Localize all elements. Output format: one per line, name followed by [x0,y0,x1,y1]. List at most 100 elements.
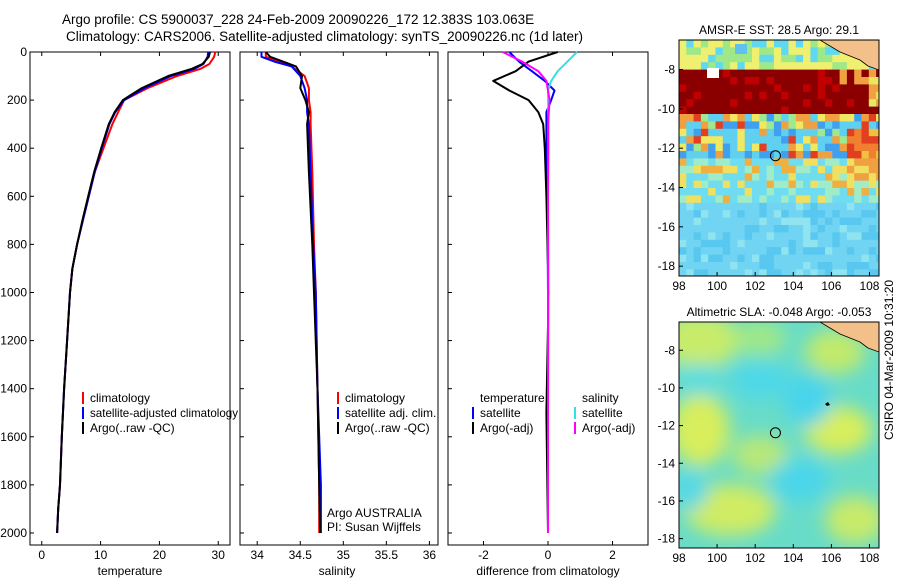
sst-cell [693,121,702,130]
sst-cell [722,114,731,122]
sst-cell [817,225,826,233]
sst-cell [773,247,782,255]
sst-cell [737,91,746,100]
sst-cell [700,254,709,263]
sst-cell [795,114,804,122]
sst-cell [693,225,702,233]
sla-blob [805,330,865,374]
sst-cell [700,99,709,107]
sst-cell [817,210,826,218]
sst-cell [839,136,848,144]
y-tick-label: 1600 [0,430,27,444]
sst-cell [781,269,789,276]
sst-cell [686,84,694,93]
sst-cell [730,254,738,263]
sst-cell [832,217,840,226]
sst-cell [752,254,760,263]
sst-cell [795,254,804,263]
sst-cell [759,195,767,204]
sst-cell [825,188,833,196]
sst-cell [803,136,811,144]
sst-cell [854,106,862,115]
sst-cell [744,151,753,159]
sst-cell [876,114,879,122]
sst-cell [876,247,879,255]
sst-cell [788,165,797,174]
sst-cell [693,165,702,174]
sst-cell [810,77,819,85]
sst-cell [854,99,862,107]
sst-cell [679,114,687,122]
sst-cell [876,210,879,218]
sst-cell [693,47,702,56]
map-y-tick-label: -12 [658,141,676,155]
sst-cell [846,173,855,181]
sst-cell [781,69,789,78]
sst-cell [686,232,694,241]
sst-cell [846,262,855,270]
sst-cell [781,217,789,226]
sst-cell [839,254,848,263]
sst-cell [773,202,782,211]
sst-cell [803,269,811,276]
sst-cell [839,217,848,226]
sst-cell [788,128,797,137]
sst-cell [722,40,731,48]
sst-cell [803,232,811,241]
sst-cell [839,143,848,152]
sst-cell [722,47,731,56]
sst-cell [817,40,826,48]
sst-cell [810,180,819,189]
sst-cell [744,84,753,93]
x-tick-label: 30 [212,548,226,562]
sla-blob [784,374,832,426]
sst-cell [810,151,819,159]
sst-cell [839,195,848,204]
series-line-satellite-adjusted-climatology [56,51,210,534]
sst-cell [781,84,789,93]
sst-cell [861,202,870,211]
sst-cell [832,202,840,211]
sst-cell [722,62,731,70]
sst-cell [759,40,767,48]
sst-cell [679,99,687,107]
sst-cell [730,247,738,255]
sst-cell [722,202,731,211]
sst-cell [693,143,702,152]
sst-cell [686,225,694,233]
sst-cell [876,173,879,181]
sst-cell [854,91,862,100]
sst-cell [861,158,870,167]
sst-cell [700,188,709,196]
sst-cell [839,114,848,122]
sst-cell [722,180,731,189]
sst-cell [752,225,760,233]
sst-cell [722,106,731,115]
sst-cell [788,62,797,70]
sst-cell [854,62,862,70]
sla-blob [730,360,790,400]
sst-cell [715,173,724,181]
sst-cell [730,210,738,218]
x-tick-label: 35.5 [375,548,399,562]
sst-cell [868,254,877,263]
sst-cell [759,225,767,233]
sst-cell [868,188,877,196]
sst-cell [766,262,775,270]
sst-cell [803,77,811,85]
sst-map-frame [678,39,880,277]
sst-cell [730,173,738,181]
series-line-salinity-satellite [547,51,578,533]
sst-cell [817,54,826,63]
sst-cell [868,165,877,174]
sst-cell [832,225,840,233]
difference-panel: -2 0 2 difference from climatology tempera… [447,51,649,578]
y-tick-label: 2000 [0,526,27,540]
sst-cell [868,247,877,255]
sst-cell [766,239,775,248]
y-tick-label: 1200 [0,334,27,348]
sst-cell [839,239,848,248]
sst-cell [803,188,811,196]
sst-cell [795,225,804,233]
sst-cell [752,195,760,204]
